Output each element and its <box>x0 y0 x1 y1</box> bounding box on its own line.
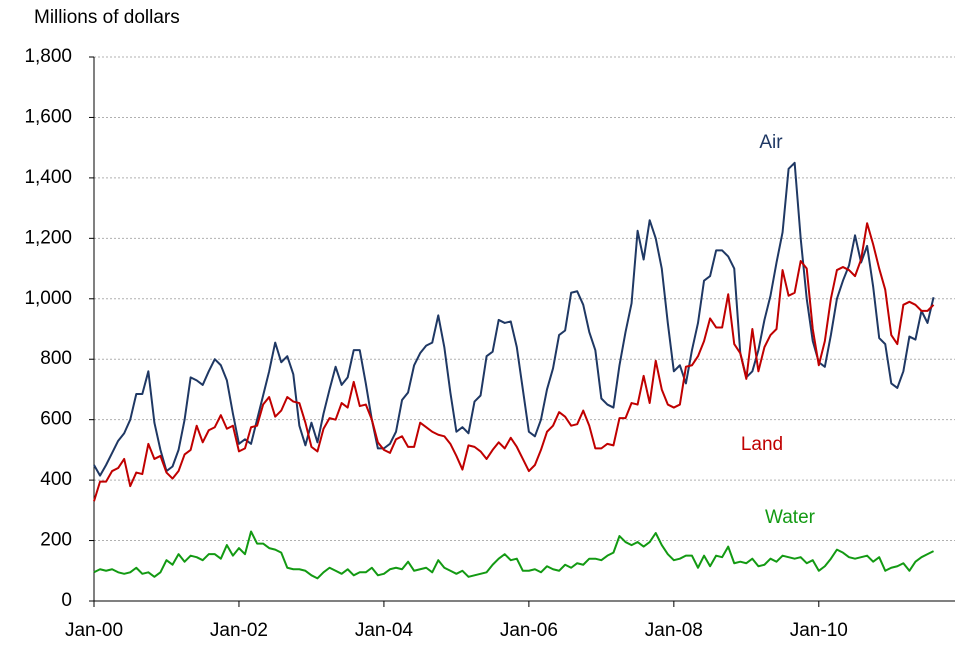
y-tick-label: 1,000 <box>24 288 72 309</box>
x-tick-label: Jan-06 <box>500 620 558 641</box>
x-tick-label: Jan-10 <box>790 620 848 641</box>
x-tick-label: Jan-08 <box>645 620 703 641</box>
series-label: Land <box>741 434 783 455</box>
series-label: Water <box>765 507 816 528</box>
series-label: Air <box>759 132 783 153</box>
series-line <box>93 161 935 477</box>
series-line <box>93 222 935 502</box>
x-tick-label: Jan-02 <box>210 620 268 641</box>
y-tick-label: 400 <box>40 469 72 490</box>
y-axis-title: Millions of dollars <box>34 7 180 28</box>
y-tick-label: 0 <box>61 590 72 611</box>
y-tick-label: 1,200 <box>24 227 72 248</box>
x-tick-label: Jan-04 <box>355 620 414 641</box>
series-line <box>93 530 935 580</box>
y-tick-label: 800 <box>40 348 72 369</box>
y-tick-label: 200 <box>40 530 72 551</box>
y-tick-label: 1,400 <box>24 167 72 188</box>
y-tick-label: 600 <box>40 409 72 430</box>
y-tick-label: 1,600 <box>24 106 72 127</box>
x-tick-label: Jan-00 <box>65 620 123 641</box>
y-tick-label: 1,800 <box>24 46 72 67</box>
